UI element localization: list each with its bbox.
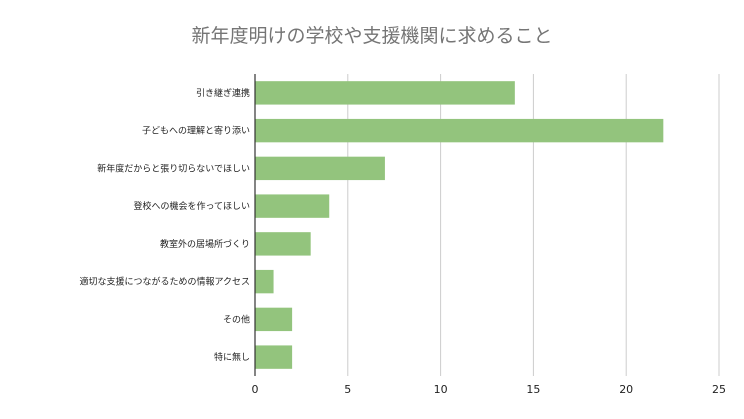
bar xyxy=(255,269,274,294)
category-label: 新年度だからと張り切らないでほしい xyxy=(97,162,250,174)
bar xyxy=(255,194,330,218)
category-label: 教室外の居場所づくり xyxy=(160,238,250,250)
x-tick-label: 5 xyxy=(344,383,351,396)
x-tick-label: 10 xyxy=(434,383,448,396)
x-tick-label: 25 xyxy=(712,383,726,396)
category-label: 特に無し xyxy=(214,351,250,363)
category-label: その他 xyxy=(223,313,250,325)
x-tick-label: 0 xyxy=(252,383,259,396)
bar xyxy=(255,345,293,369)
bars xyxy=(255,81,664,369)
category-label: 引き継ぎ連携 xyxy=(196,87,250,99)
x-tick-labels: 0 5 10 15 20 25 xyxy=(252,383,727,396)
category-labels: 引き継ぎ連携子どもへの理解と寄り添い新年度だからと張り切らないでほしい登校への機… xyxy=(79,87,250,363)
bar xyxy=(255,81,515,105)
gridlines xyxy=(347,74,720,376)
category-label: 子どもへの理解と寄り添い xyxy=(142,125,250,137)
x-tick-label: 15 xyxy=(526,383,540,396)
bar xyxy=(255,156,385,181)
category-label: 適切な支援につながるための情報アクセス xyxy=(79,276,250,288)
x-tick-label: 20 xyxy=(619,383,633,396)
chart-title: 新年度明けの学校や支援機関に求めること xyxy=(191,25,553,47)
category-label: 登校への機会を作ってほしい xyxy=(133,200,250,212)
bar xyxy=(255,232,311,256)
bar xyxy=(255,118,664,143)
bar xyxy=(255,307,293,332)
